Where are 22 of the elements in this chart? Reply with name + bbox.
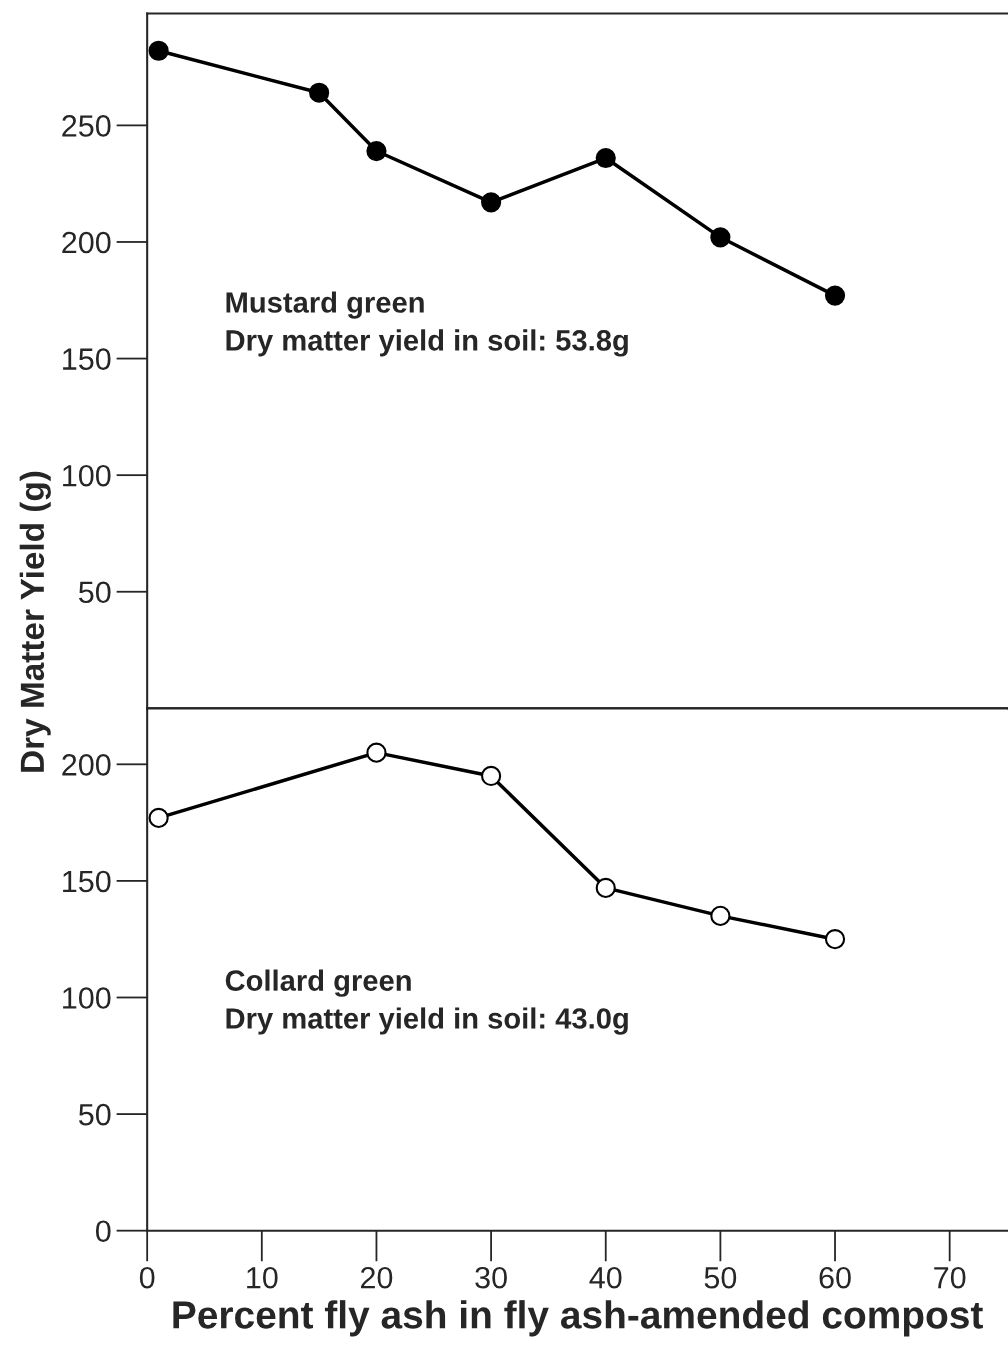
x-tick-label: 0 (139, 1266, 155, 1289)
y-tick-label: 50 (78, 581, 111, 604)
x-tick-label: 30 (475, 1266, 507, 1289)
x-tick-label: 50 (704, 1266, 737, 1289)
y-tick-label: 50 (78, 1103, 111, 1126)
annotation: Collard green Dry matter yield in soil: 43.0g (225, 969, 628, 1035)
y-tick-label: 150 (63, 348, 111, 370)
x-tick-label: 10 (247, 1266, 278, 1289)
y-tick-label: 250 (62, 115, 111, 137)
y-axis-title: Dry Matter Yield (g) (19, 471, 51, 772)
x-tick-label: 70 (934, 1266, 966, 1289)
y-tick-label: 0 (95, 1220, 111, 1243)
x-tick-label: 20 (361, 1266, 393, 1289)
x-axis-title: Percent fly ash in fly ash-amended compost (173, 1300, 983, 1337)
x-tick-label: 60 (819, 1266, 851, 1289)
y-tick-label: 100 (63, 987, 111, 1009)
x-tick-label: 40 (589, 1266, 622, 1289)
y-tick-label: 200 (62, 231, 111, 254)
y-tick-label: 100 (63, 464, 111, 487)
y-tick-label: 200 (62, 754, 111, 776)
y-tick-label: 150 (63, 870, 111, 893)
annotation: Mustard green Dry matter yield in soil: 53.8g (226, 291, 628, 357)
